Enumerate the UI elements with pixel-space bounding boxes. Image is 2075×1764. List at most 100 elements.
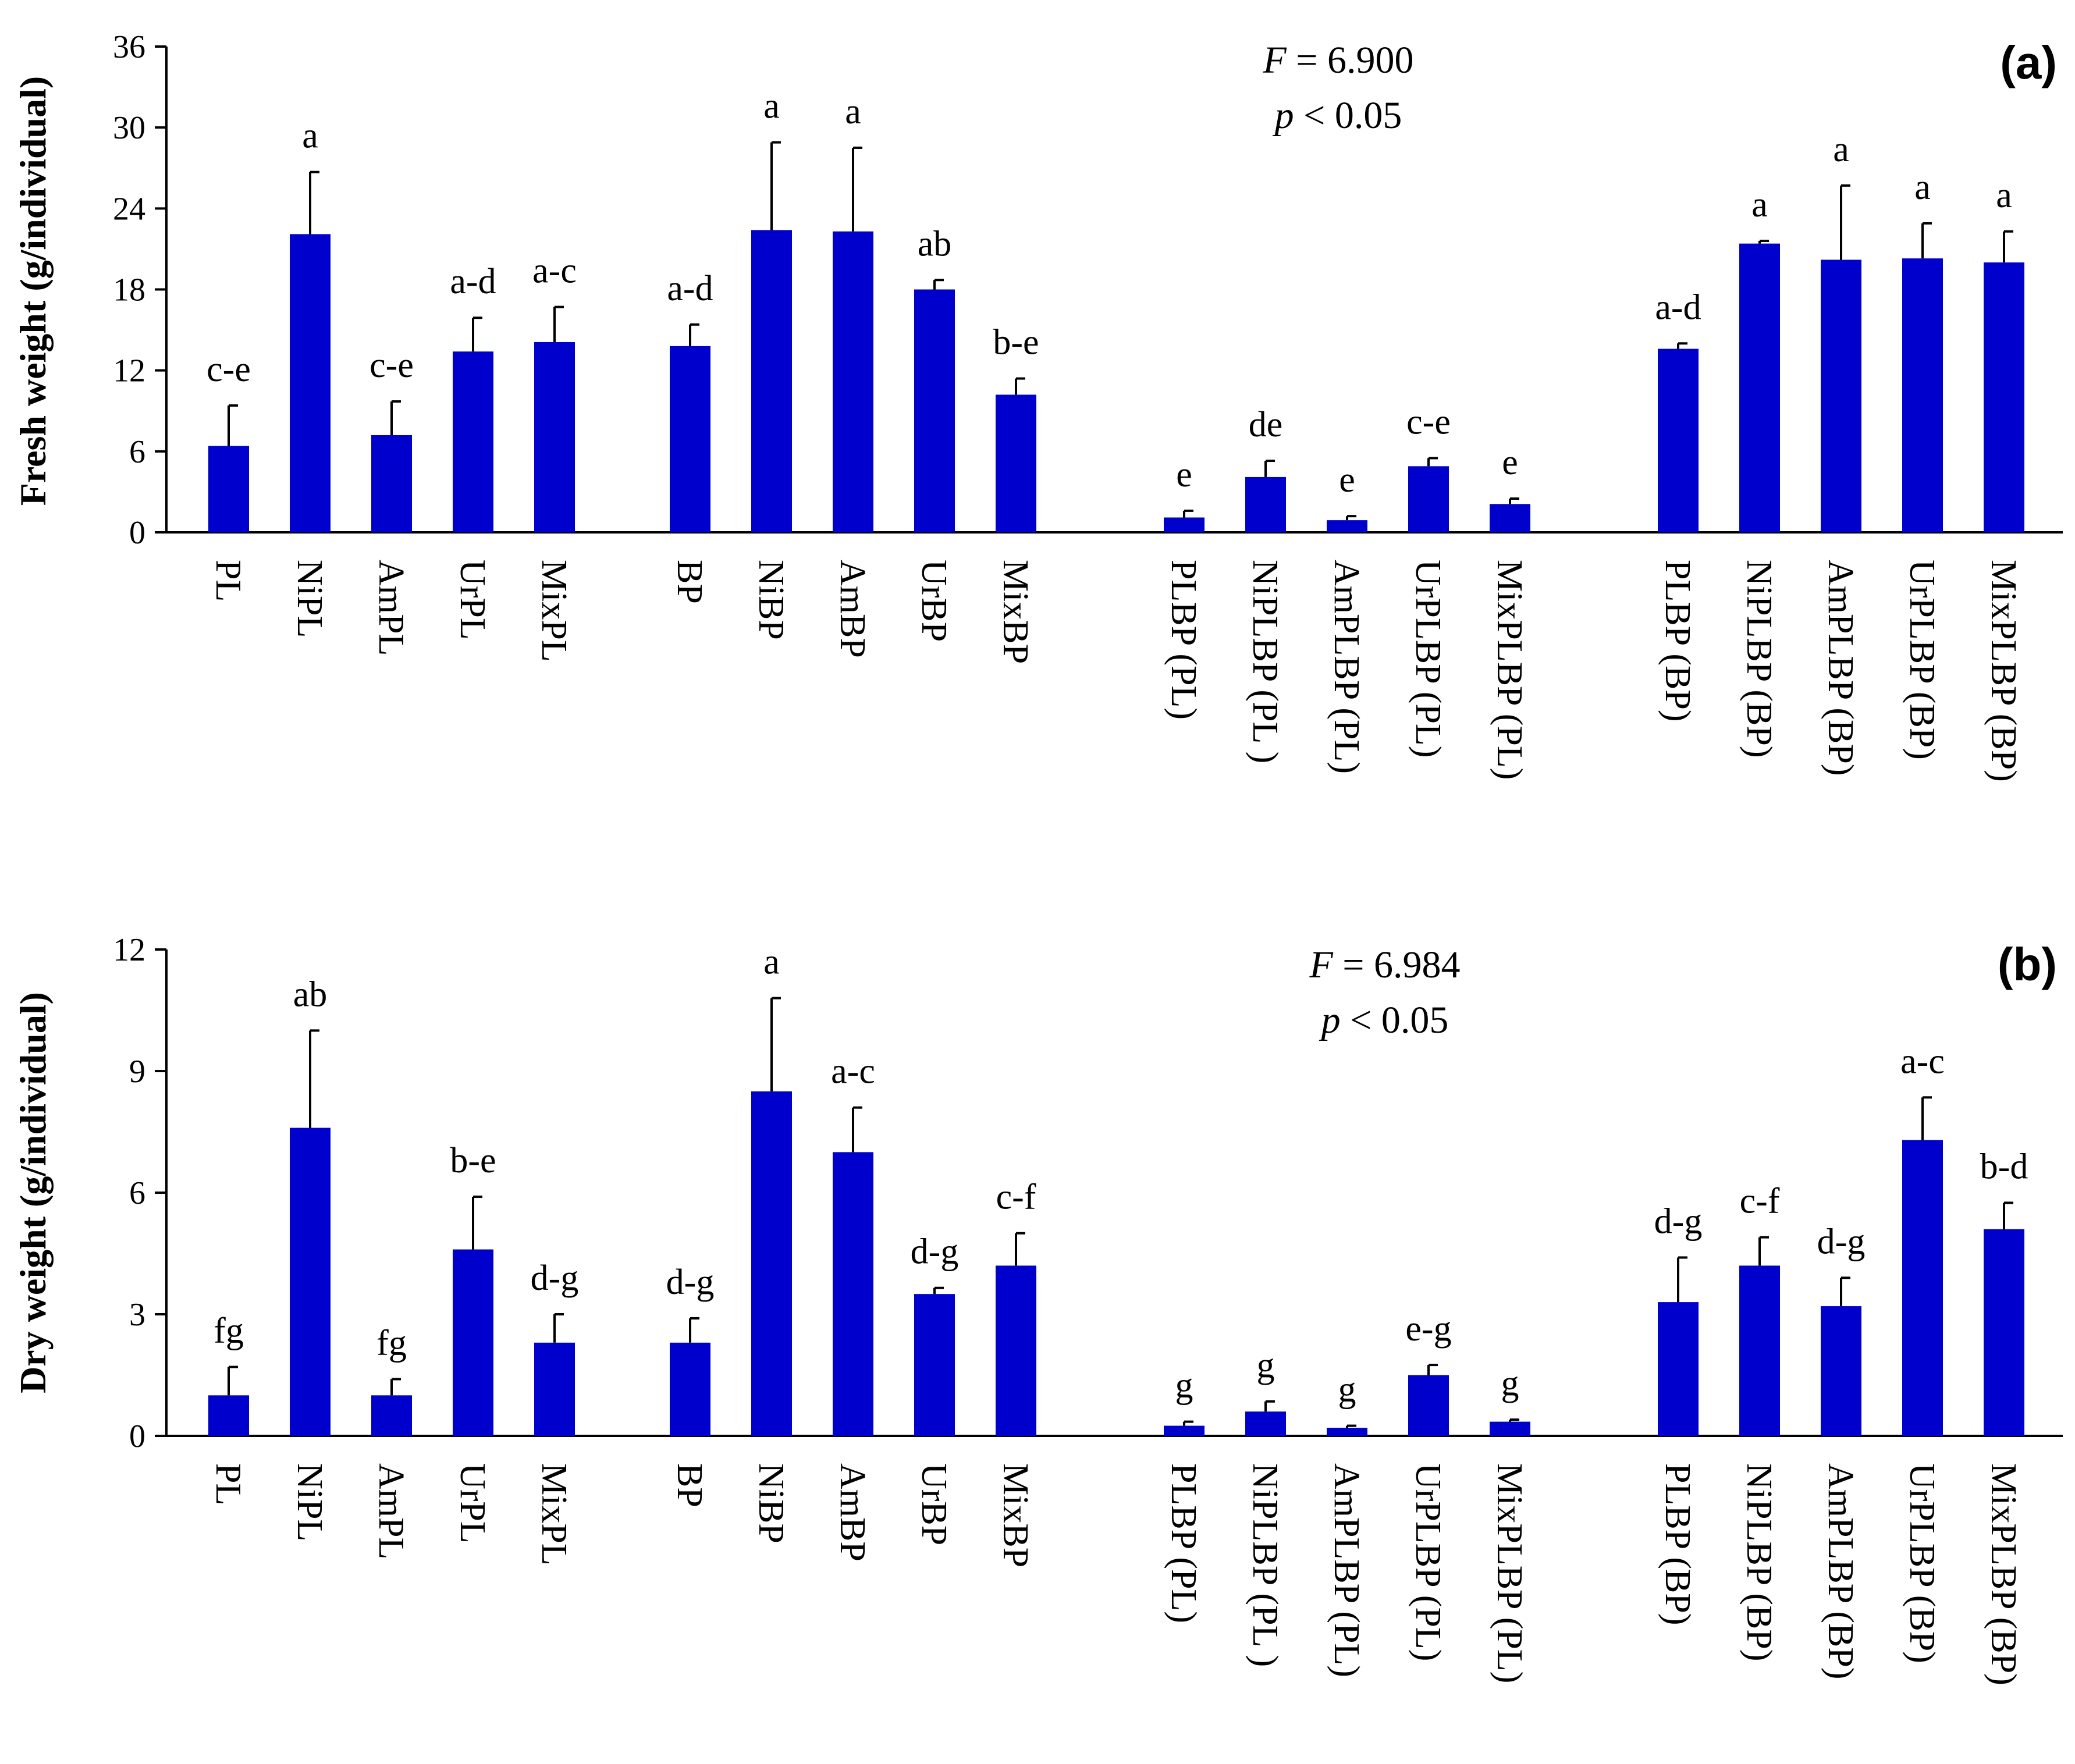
significance-letter: a <box>763 87 780 126</box>
significance-letter: a <box>845 92 861 131</box>
significance-letter: b-d <box>1980 1147 2028 1186</box>
category-label: UrPLBP (BP) <box>1902 560 1942 760</box>
y-tick-label: 36 <box>113 29 145 65</box>
bar-plbp-bp- <box>1658 1302 1699 1436</box>
y-tick-label: 0 <box>129 515 145 551</box>
y-tick-label: 12 <box>113 932 145 968</box>
category-label: UrPL <box>453 560 492 640</box>
category-label: PLBP (BP) <box>1658 560 1697 722</box>
category-label: AmBP <box>833 560 872 658</box>
bar-mixplbp-pl- <box>1490 1421 1530 1436</box>
bar-plbp-bp- <box>1658 348 1699 532</box>
category-label: UrPL <box>453 1463 492 1544</box>
category-label: PLBP (PL) <box>1164 560 1203 720</box>
significance-letter: d-g <box>911 1232 959 1272</box>
significance-letter: b-e <box>993 323 1039 362</box>
category-label: MixPL <box>534 560 574 662</box>
bar-niplbp-pl- <box>1245 476 1286 532</box>
significance-letter: a-d <box>1655 287 1701 327</box>
category-label: NiPLBP (BP) <box>1739 1463 1779 1662</box>
significance-letter: d-g <box>666 1262 715 1302</box>
f-statistic-label: F = 6.900 <box>1262 39 1413 81</box>
category-label: UrPLBP (PL) <box>1408 560 1448 757</box>
category-label: NiPLBP (PL ) <box>1245 560 1285 763</box>
panel-label: (a) <box>2000 37 2057 88</box>
category-label: UrPLBP (PL) <box>1408 1463 1448 1661</box>
significance-letter: g <box>1501 1364 1519 1403</box>
significance-letter: e <box>1339 460 1355 500</box>
significance-letter: c-e <box>207 350 251 389</box>
significance-letter: a-c <box>532 251 577 291</box>
y-tick-label: 0 <box>129 1418 145 1454</box>
panel-label: (b) <box>1998 938 2057 990</box>
significance-letter: ab <box>293 975 328 1014</box>
significance-letter: c-f <box>996 1178 1036 1217</box>
significance-letter: e <box>1502 443 1518 482</box>
significance-letter: c-f <box>1740 1182 1780 1221</box>
bar-mixplbp-bp- <box>1984 1229 2024 1436</box>
significance-letter: a <box>763 943 780 982</box>
bar-ambp <box>833 231 873 532</box>
bar-urpl <box>453 351 493 532</box>
category-label: AmPLBP (BP) <box>1821 560 1860 776</box>
category-label: AmPLBP (PL) <box>1327 1463 1366 1677</box>
bar-urplbp-pl- <box>1408 466 1449 532</box>
bar-pl <box>208 1395 249 1436</box>
significance-letter: g <box>1257 1346 1275 1385</box>
significance-letter: c-e <box>369 346 414 385</box>
bar-amplbp-pl- <box>1327 520 1367 532</box>
category-label: NiPLBP (BP) <box>1739 560 1779 758</box>
p-value-label: p < 0.05 <box>1273 94 1402 137</box>
chart-panel-a: 0 6 12 18 24 30 36 Fresh weight (g/individual) (… <box>12 29 2063 782</box>
bar-mixplbp-bp- <box>1984 262 2024 532</box>
category-label: MixPLBP (BP) <box>1984 1463 2023 1685</box>
category-label: PLBP (BP) <box>1658 1463 1697 1626</box>
category-label: AmPL <box>371 560 411 656</box>
y-tick-label: 18 <box>113 272 145 308</box>
bar-mixpl <box>534 342 575 532</box>
bar-urplbp-bp- <box>1902 258 1943 532</box>
category-label: PLBP (PL) <box>1164 1463 1203 1623</box>
bar-nipl <box>290 1128 331 1436</box>
significance-letter: fg <box>376 1323 407 1363</box>
bar-plbp-pl- <box>1164 517 1205 532</box>
significance-letter: a-c <box>1900 1041 1945 1081</box>
y-tick-label: 9 <box>129 1054 145 1090</box>
category-label: BP <box>670 1463 709 1507</box>
category-label: AmPLBP (PL) <box>1327 560 1366 774</box>
bar-niplbp-bp- <box>1739 1265 1780 1436</box>
y-tick-label: 24 <box>113 191 145 227</box>
bar-amplbp-bp- <box>1821 1306 1861 1436</box>
bar-niplbp-bp- <box>1739 243 1780 532</box>
significance-letter: a-c <box>831 1052 875 1091</box>
significance-letter: a <box>1833 130 1849 169</box>
significance-letter: a <box>1996 176 2012 215</box>
category-label: MixPL <box>534 1463 574 1566</box>
bar-pl <box>208 446 249 532</box>
f-statistic-label: F = 6.984 <box>1309 944 1460 986</box>
bar-urbp <box>914 1294 955 1436</box>
significance-letter: d-g <box>1817 1222 1866 1261</box>
y-tick-label: 3 <box>129 1297 145 1333</box>
bar-bp <box>670 346 710 532</box>
bar-nipl <box>290 234 331 532</box>
significance-letter: a <box>1751 185 1768 225</box>
bar-urbp <box>914 289 955 532</box>
category-label: MixPLBP (PL) <box>1490 1463 1529 1683</box>
significance-letter: g <box>1175 1366 1193 1406</box>
bar-urplbp-bp- <box>1902 1140 1943 1436</box>
bar-plbp-pl- <box>1164 1425 1205 1436</box>
y-tick-label: 12 <box>113 353 145 389</box>
significance-letter: a-d <box>667 269 713 308</box>
significance-letter: a-d <box>450 262 496 301</box>
significance-letter: de <box>1249 405 1283 444</box>
chart-panel-b: 0 3 6 9 12 Dry weight (g/individual) (b) F = 6.… <box>12 932 2063 1685</box>
y-axis-label: Fresh weight (g/individual) <box>12 76 54 506</box>
category-label: PL <box>208 560 248 602</box>
category-label: UrPLBP (BP) <box>1902 1463 1942 1663</box>
bar-amplbp-pl- <box>1327 1428 1367 1436</box>
significance-letter: fg <box>214 1311 244 1351</box>
p-value-label: p < 0.05 <box>1319 999 1449 1041</box>
significance-letter: e-g <box>1405 1309 1451 1349</box>
bar-niplbp-pl- <box>1245 1411 1286 1436</box>
